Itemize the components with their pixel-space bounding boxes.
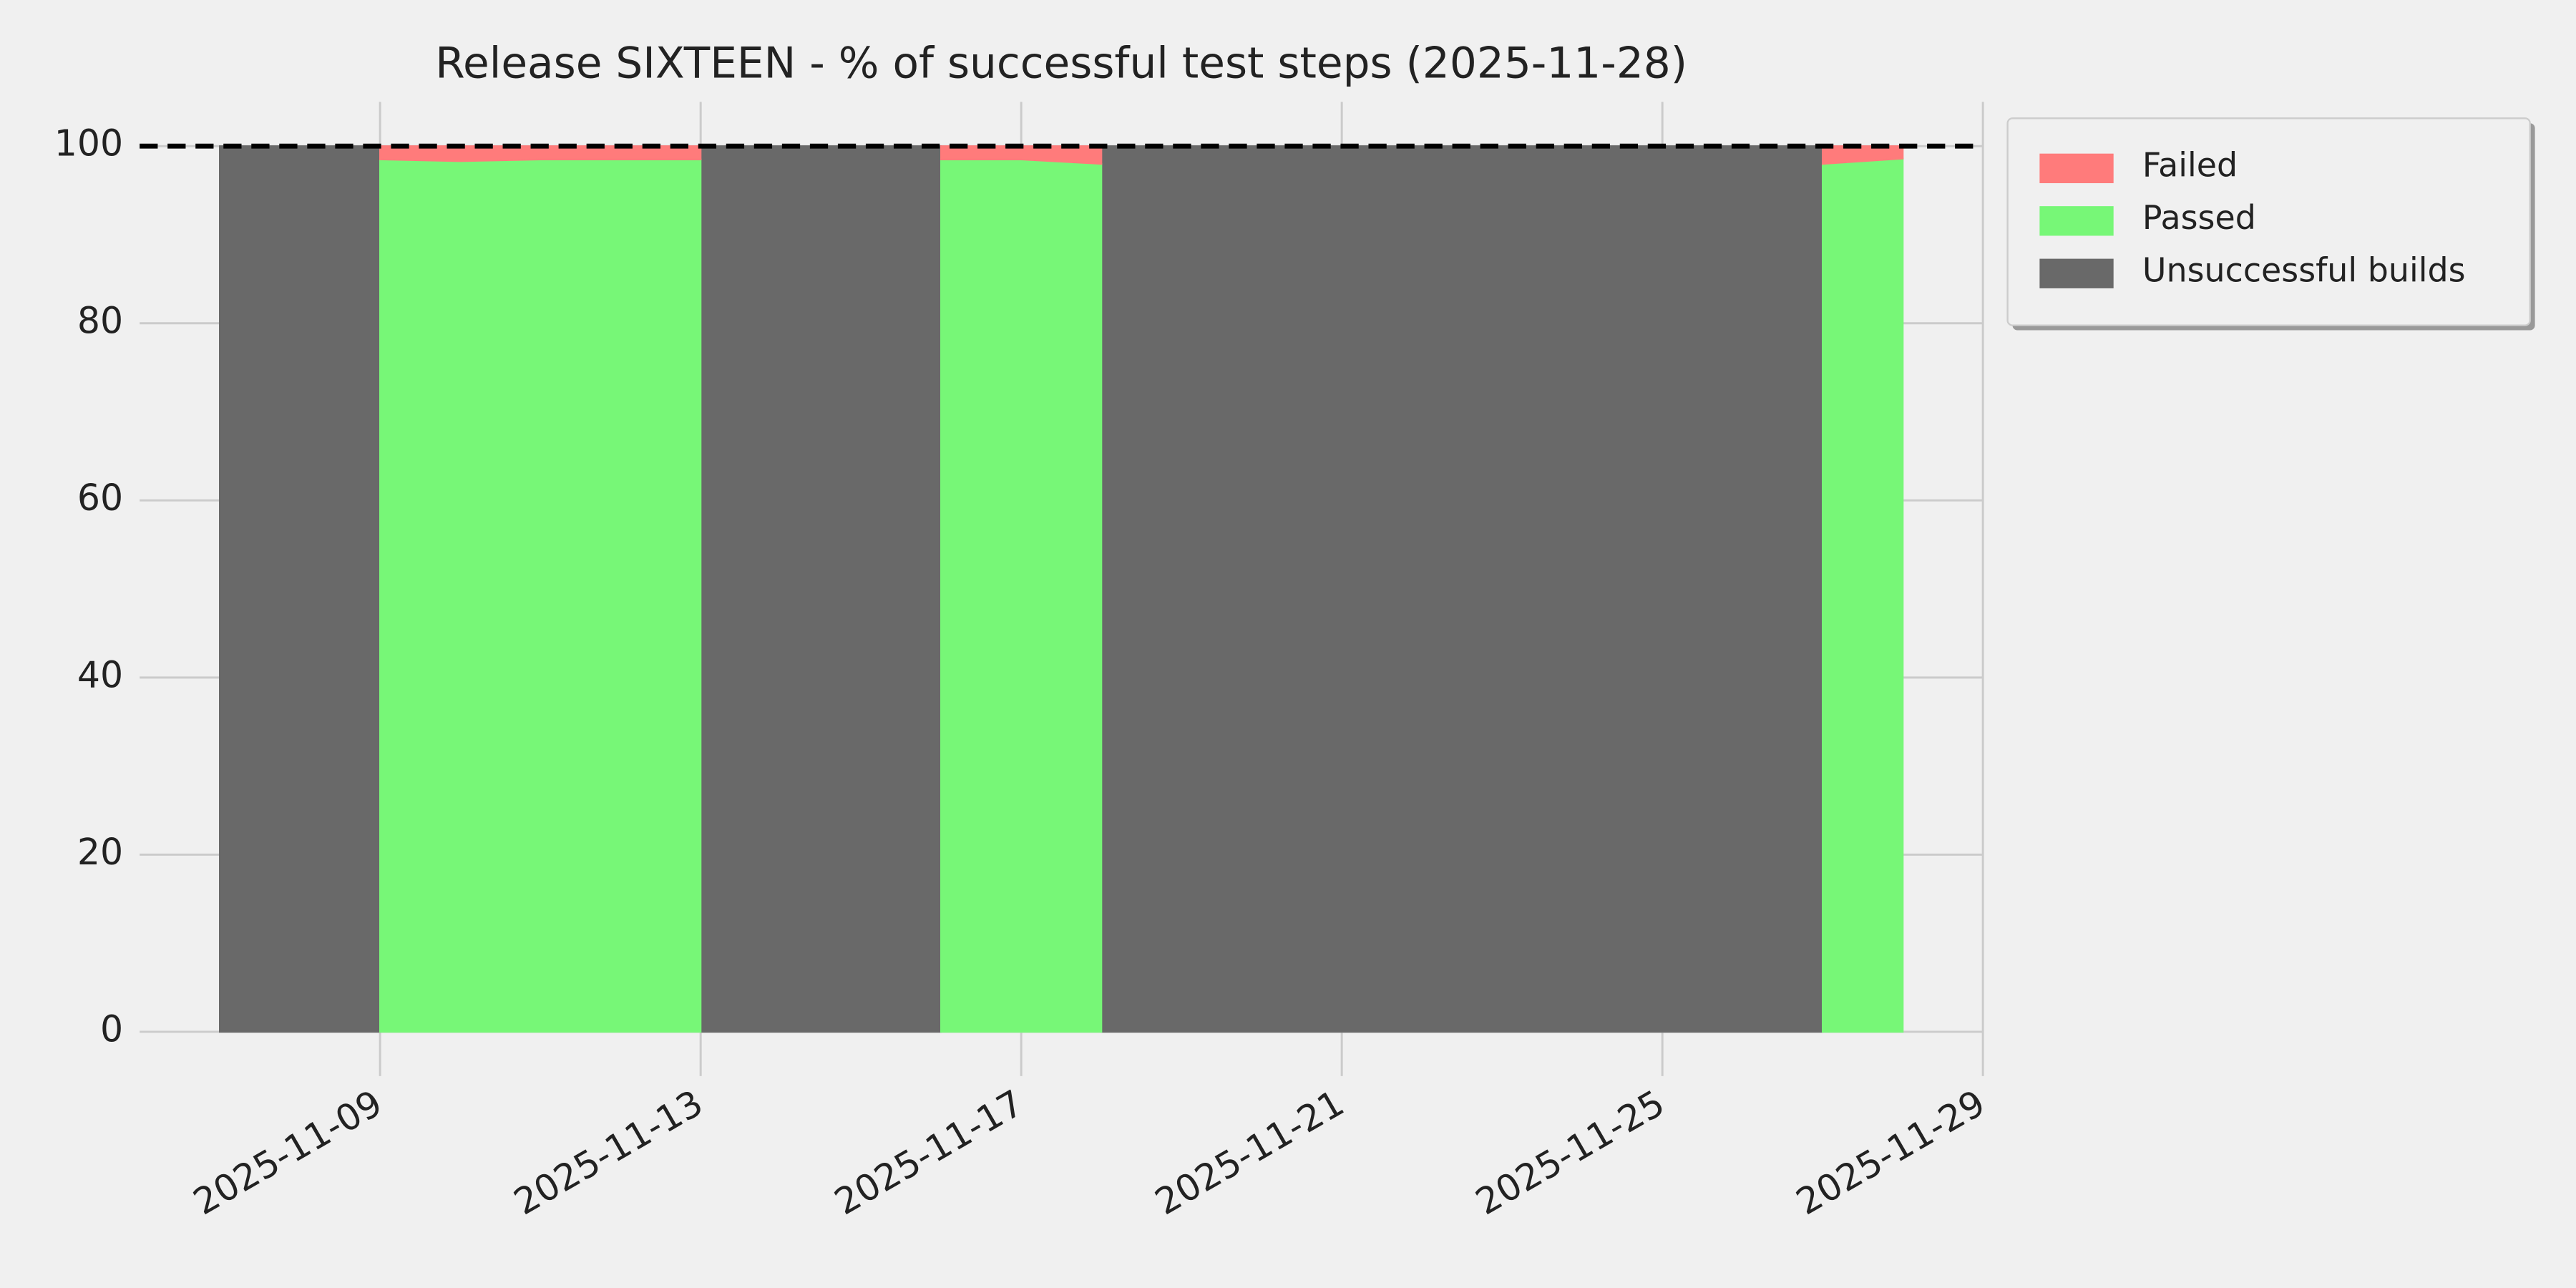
legend-swatch	[2039, 206, 2114, 236]
legend-label: Passed	[2142, 198, 2256, 237]
legend-swatch	[2039, 258, 2114, 288]
legend-swatch	[2039, 153, 2114, 183]
y-tick-label: 20	[77, 831, 123, 873]
y-tick-label: 80	[77, 299, 123, 341]
y-tick-label: 40	[77, 653, 123, 696]
area	[379, 158, 702, 1033]
area	[1822, 157, 1904, 1033]
area	[219, 145, 381, 1033]
y-tick-label: 0	[100, 1008, 123, 1050]
area	[1101, 145, 1824, 1033]
area	[940, 158, 1103, 1033]
area	[700, 145, 942, 1033]
y-tick-label: 100	[54, 122, 123, 165]
legend	[2006, 117, 2531, 326]
y-tick-label: 60	[77, 477, 123, 519]
legend-label: Unsuccessful builds	[2142, 251, 2466, 290]
legend-label: Failed	[2142, 146, 2238, 185]
chart-title: Release SIXTEEN - % of successful test s…	[435, 39, 1687, 88]
